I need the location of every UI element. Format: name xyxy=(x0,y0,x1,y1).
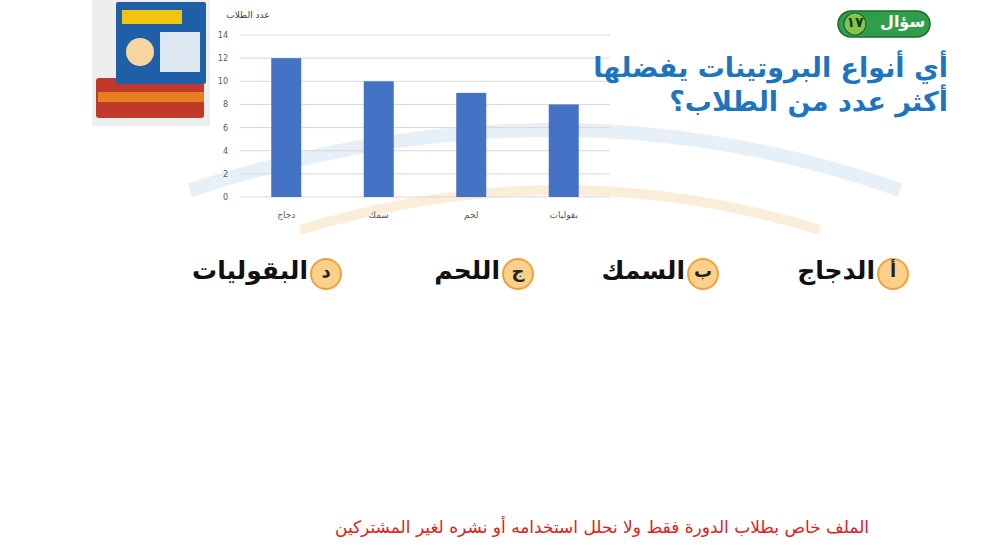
question-number: ١٧ xyxy=(844,14,866,30)
tick-label: 4 xyxy=(223,147,228,156)
tick-label: 0 xyxy=(223,193,228,202)
page: 0 2 4 6 8 10 12 14 عدد الطلاب دجاج سمك لحم بقوليات س… xyxy=(0,0,994,557)
book-band xyxy=(122,10,182,24)
grid-line xyxy=(240,35,610,36)
option-letter-circle xyxy=(688,259,718,289)
bar xyxy=(549,104,579,197)
tick-label: 8 xyxy=(223,100,228,109)
tick-label: 10 xyxy=(218,77,228,86)
option-letter-circle xyxy=(503,259,533,289)
badge-number-circle xyxy=(844,13,866,35)
badge-label: سؤال xyxy=(880,12,925,31)
badge xyxy=(838,11,930,37)
option-text: البقوليات xyxy=(192,256,308,285)
question-text: أكثر عدد من الطلاب؟ xyxy=(669,86,948,117)
book-figure xyxy=(126,38,154,66)
bar xyxy=(364,81,394,197)
option-letter: أ xyxy=(878,260,908,281)
bar xyxy=(271,58,301,197)
bars xyxy=(271,58,579,197)
bar xyxy=(456,93,486,197)
question-text: أي أنواع البروتينات يفضلها xyxy=(593,52,948,83)
footer-note: الملف خاص بطلاب الدورة فقط ولا نحلل استخ… xyxy=(0,517,994,537)
category-label: دجاج xyxy=(277,210,295,220)
tick-label: 12 xyxy=(218,54,228,63)
category-label: بقوليات xyxy=(550,210,578,220)
option-letter: ج xyxy=(503,260,533,281)
option-letter: د xyxy=(311,260,341,281)
option-letter: ب xyxy=(688,260,718,281)
book-bg xyxy=(92,0,210,126)
book-front xyxy=(116,2,206,84)
category-label: لحم xyxy=(464,210,479,221)
category-label: سمك xyxy=(369,210,389,220)
option-text: اللحم xyxy=(434,256,500,285)
book-stack xyxy=(98,92,204,102)
option-text: السمك xyxy=(602,256,685,285)
bar-chart: 0 2 4 6 8 10 12 14 عدد الطلاب دجاج سمك لحم بقوليات xyxy=(218,10,610,221)
option-text: الدجاج xyxy=(797,256,875,285)
book-panel xyxy=(160,32,200,72)
tick-label: 14 xyxy=(218,31,228,40)
option-letter-circle xyxy=(311,259,341,289)
book-cover xyxy=(92,0,210,126)
tick-label: 2 xyxy=(223,170,228,179)
tick-label: 6 xyxy=(223,124,228,133)
axis-label: عدد الطلاب xyxy=(226,10,269,20)
option-letter-circle xyxy=(878,259,908,289)
